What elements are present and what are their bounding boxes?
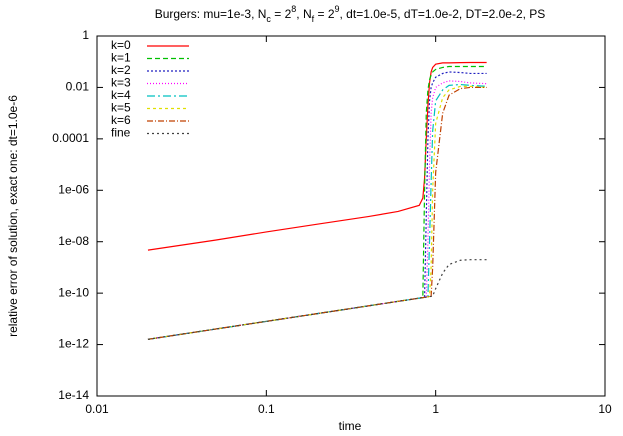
title-part: c <box>266 14 271 24</box>
y-tick-label: 0.01 <box>66 80 90 94</box>
y-tick-label: 1e-12 <box>58 337 89 351</box>
title-part: 9 <box>335 4 340 14</box>
x-axis-label: time <box>339 419 362 433</box>
y-tick-label: 1 <box>82 28 89 42</box>
title-part: , dt=1.0e-5, dT=1.0e-2, DT=2.0e-2, PS <box>340 7 546 21</box>
x-tick-label: 0.01 <box>85 402 109 416</box>
title-part: = 2 <box>271 7 292 21</box>
y-tick-label: 1e-10 <box>58 285 89 299</box>
series-line <box>147 65 487 340</box>
series-line <box>147 80 487 340</box>
series-line <box>147 259 487 340</box>
series-line <box>147 86 487 340</box>
x-tick-label: 10 <box>598 402 612 416</box>
series-line <box>147 71 487 340</box>
title-part: 8 <box>291 4 296 14</box>
legend-label: fine <box>111 126 131 140</box>
plot-border <box>96 35 606 397</box>
x-tick-label: 0.1 <box>258 402 275 416</box>
title-part: f <box>312 14 315 24</box>
title-part: = 2 <box>314 7 335 21</box>
series-line <box>147 85 487 340</box>
legend-label: k=1 <box>111 51 131 65</box>
y-axis-label: relative error of solution, exact one: d… <box>6 95 20 337</box>
y-tick-label: 1e-08 <box>58 234 89 248</box>
x-tick-label: 1 <box>432 402 439 416</box>
series-line <box>147 61 487 251</box>
legend-label: k=3 <box>111 76 131 90</box>
title-part: Burgers: mu=1e-3, N <box>155 7 267 21</box>
y-tick-label: 1e-06 <box>58 182 89 196</box>
title-part: , N <box>296 7 311 21</box>
y-tick-label: 1e-14 <box>58 388 89 402</box>
legend-label: k=5 <box>111 101 131 115</box>
legend-label: k=2 <box>111 63 131 77</box>
y-tick-label: 0.0001 <box>52 131 89 145</box>
legend-label: k=4 <box>111 88 131 102</box>
legend-label: k=6 <box>111 113 131 127</box>
chart-title: Burgers: mu=1e-3, Nc = 28, Nf = 29, dt=1… <box>155 4 546 24</box>
legend-label: k=0 <box>111 38 131 52</box>
